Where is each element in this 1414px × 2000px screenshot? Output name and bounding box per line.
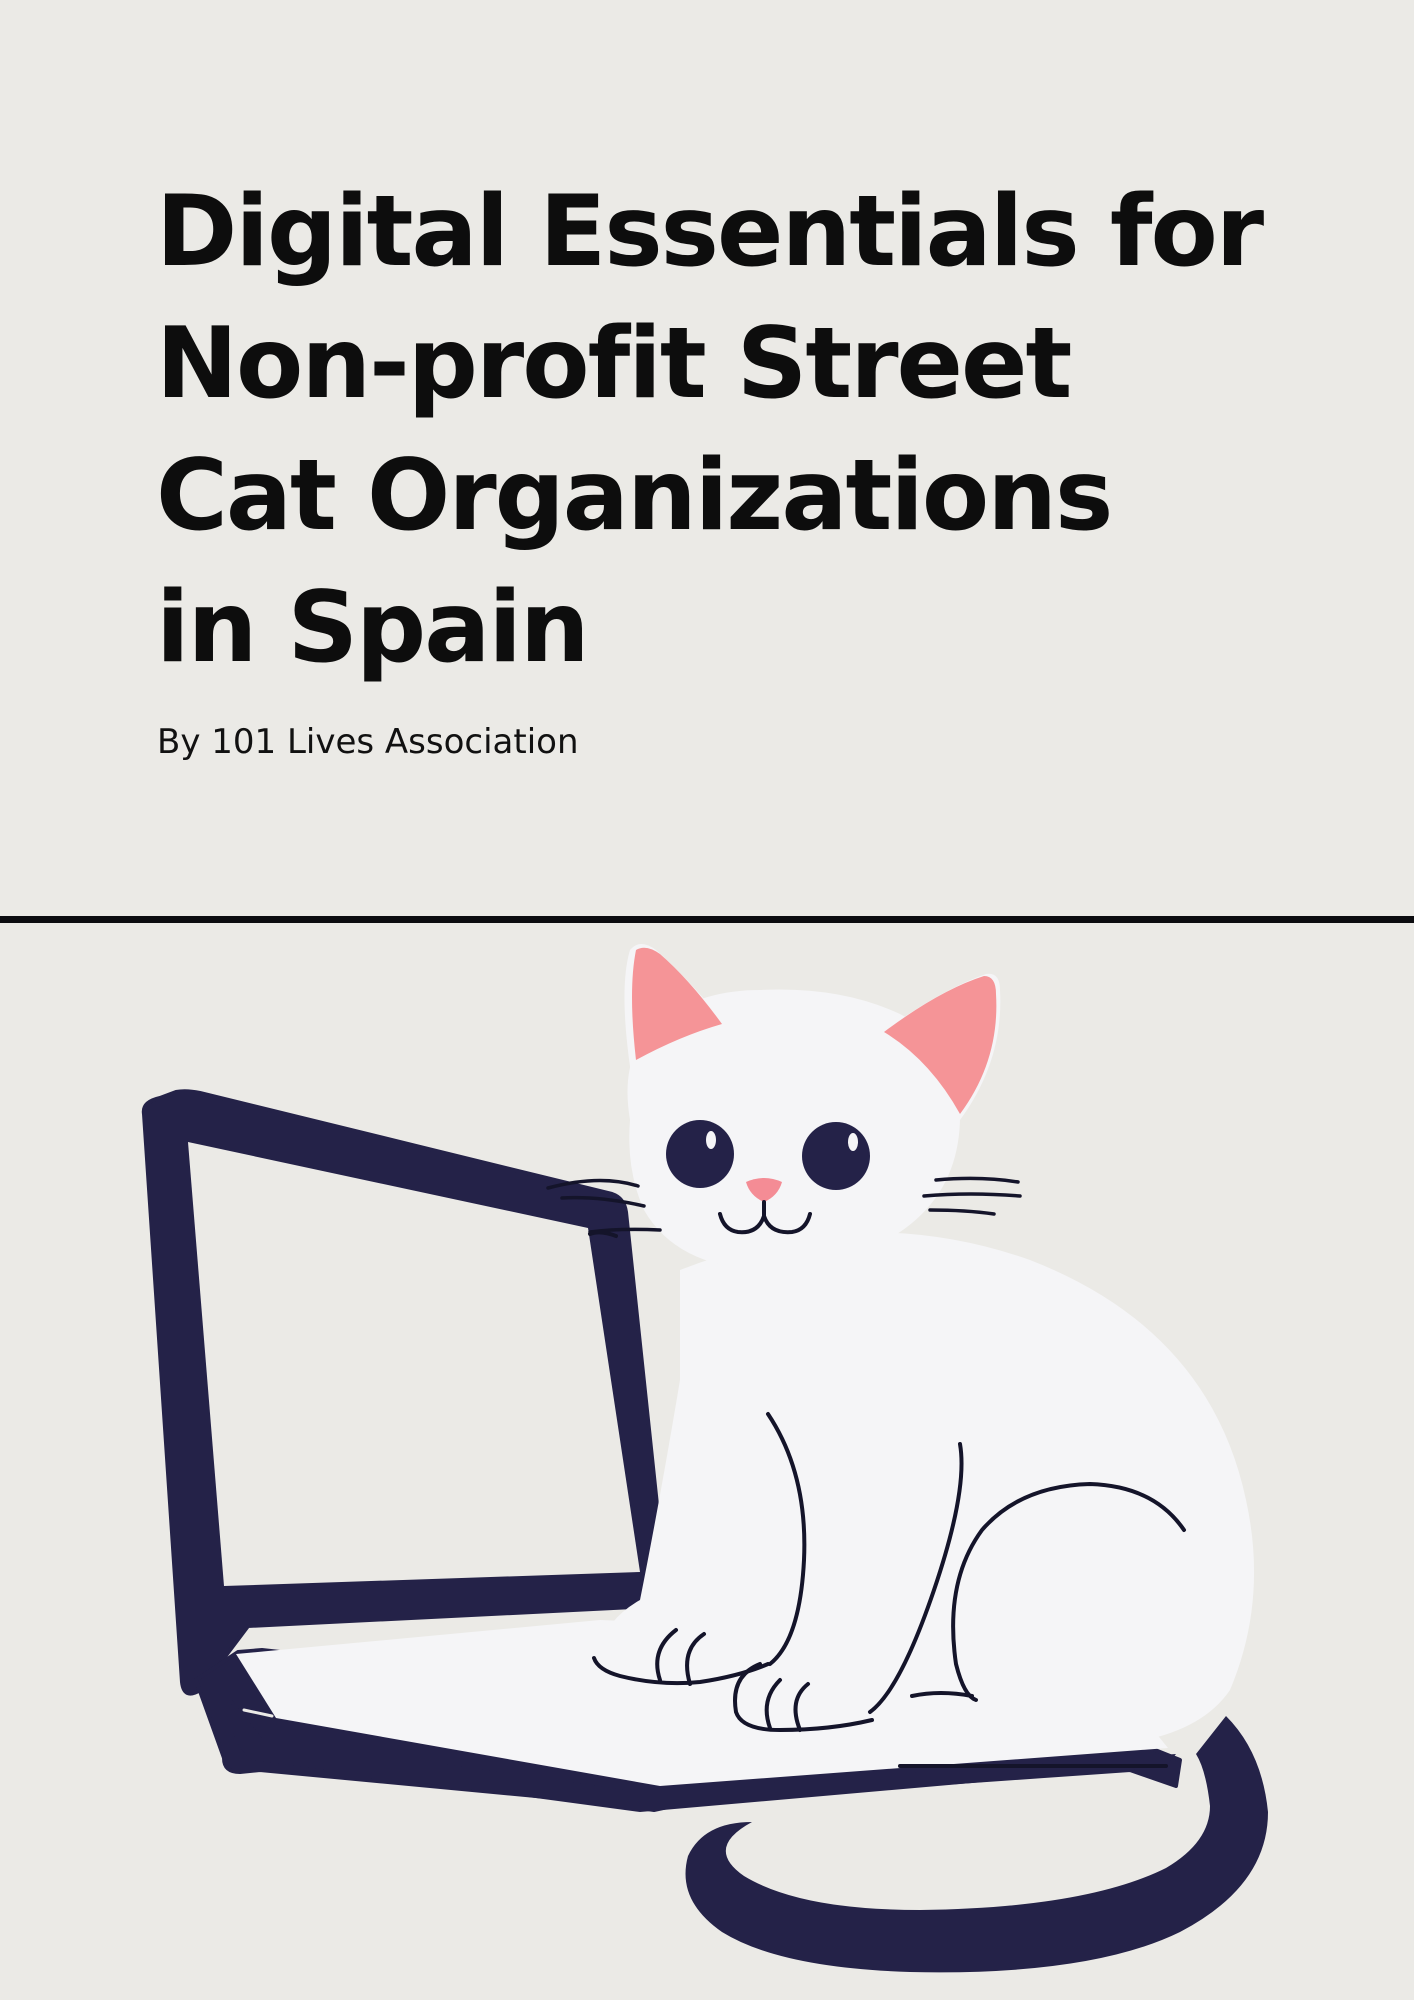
cat-icon	[546, 944, 1268, 1973]
cat-right-ear-inner	[884, 976, 997, 1114]
section-divider	[0, 916, 1414, 923]
cat-tail	[685, 1716, 1268, 1973]
cat-eyes	[666, 1120, 870, 1190]
laptop-icon	[141, 1089, 1182, 1812]
cat-left-ear-inner	[632, 947, 722, 1060]
laptop-rim	[230, 1700, 1176, 1812]
title-line-2: Non-profit Street	[156, 307, 1072, 421]
title-line-3: Cat Organizations	[156, 439, 1113, 553]
cat-mouth	[718, 1200, 812, 1235]
cat-contours	[588, 1230, 1186, 1732]
cat-nose	[746, 1178, 782, 1202]
document-title: Digital Essentials for Non-profit Street…	[156, 166, 1306, 694]
title-line-1: Digital Essentials for	[156, 175, 1264, 289]
title-line-4: in Spain	[156, 571, 590, 685]
laptop-display	[188, 1142, 640, 1586]
cat-head	[627, 989, 961, 1270]
cat-whiskers	[546, 1176, 1022, 1234]
cat-on-laptop-illustration	[141, 944, 1268, 1973]
cat-body	[593, 1232, 1255, 1750]
author-byline: By 101 Lives Association	[157, 722, 579, 762]
